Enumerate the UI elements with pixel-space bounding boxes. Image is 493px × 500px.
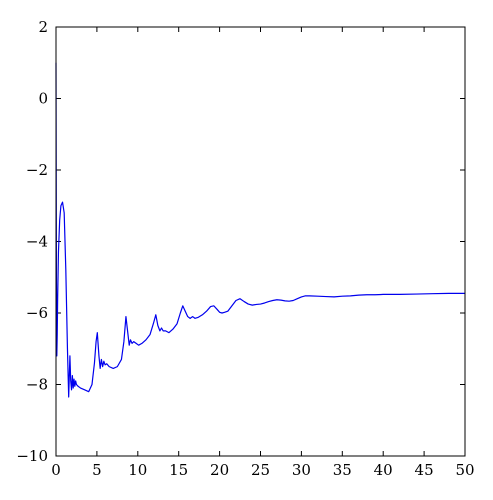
x-axis-ticks: 0 5 10 15 20 25 30 35 40 45 50 (51, 27, 475, 479)
y-tick-label: −10 (16, 447, 48, 465)
y-tick-label: −4 (26, 233, 48, 251)
y-tick-label: −2 (26, 161, 48, 179)
y-tick-label: −8 (26, 376, 48, 394)
series-line (55, 62, 465, 398)
x-tick-label: 45 (415, 461, 434, 479)
x-tick-label: 5 (92, 461, 102, 479)
plot-background (56, 27, 465, 456)
x-tick-label: 50 (455, 461, 474, 479)
x-tick-label: 25 (251, 461, 270, 479)
x-tick-label: 20 (210, 461, 229, 479)
x-tick-label: 30 (292, 461, 311, 479)
y-axis-ticks: −10 −8 −6 −4 −2 0 2 (16, 18, 465, 465)
x-tick-label: 35 (333, 461, 352, 479)
y-tick-label: −6 (26, 304, 48, 322)
plot-frame (55, 26, 466, 457)
x-tick-label: 0 (51, 461, 61, 479)
x-tick-label: 15 (169, 461, 188, 479)
x-tick-label: 40 (374, 461, 393, 479)
y-tick-label: 0 (38, 90, 48, 108)
y-tick-label: 2 (38, 18, 48, 36)
x-tick-label: 10 (128, 461, 147, 479)
